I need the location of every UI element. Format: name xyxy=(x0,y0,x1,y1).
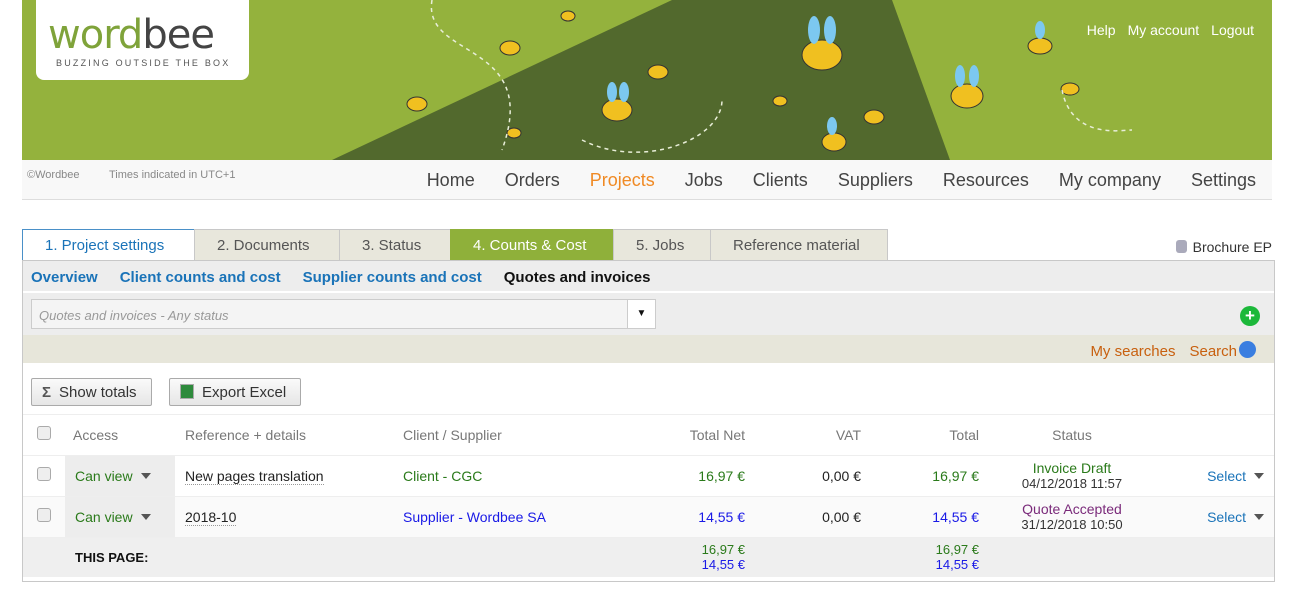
top-links: Help My account Logout xyxy=(1075,22,1254,38)
timezone-note: Times indicated in UTC+1 xyxy=(109,169,236,181)
nav-clients[interactable]: Clients xyxy=(752,170,808,190)
table-row: Can view 2018-10 Supplier - Wordbee SA 1… xyxy=(23,496,1274,538)
add-icon[interactable]: + xyxy=(1240,306,1260,326)
excel-icon xyxy=(180,384,194,399)
copyright: ©Wordbee xyxy=(27,169,80,181)
nav-home[interactable]: Home xyxy=(426,170,475,190)
col-status: Status xyxy=(979,415,1165,456)
project-title: Brochure EP xyxy=(1192,239,1272,255)
help-link[interactable]: Help xyxy=(1086,22,1116,38)
vat: 0,00 € xyxy=(745,496,861,538)
row-checkbox[interactable] xyxy=(37,508,51,522)
nav-suppliers[interactable]: Suppliers xyxy=(837,170,913,190)
show-totals-button[interactable]: Σ Show totals xyxy=(31,378,152,406)
party-name[interactable]: Client - CGC xyxy=(403,455,633,497)
this-page-label: THIS PAGE: xyxy=(65,537,633,577)
search-icon[interactable] xyxy=(1239,341,1256,358)
tab-documents[interactable]: 2. Documents xyxy=(194,229,340,261)
logo-tagline: BUZZING OUTSIDE THE BOX xyxy=(56,58,231,68)
page-net-supplier: 14,55 € xyxy=(701,557,745,573)
status-label: Quote Accepted xyxy=(1022,500,1122,517)
subtab-overview[interactable]: Overview xyxy=(31,269,98,286)
filter-row: Quotes and invoices - Any status ▼ + xyxy=(23,293,1274,335)
nav-resources[interactable]: Resources xyxy=(942,170,1029,190)
select-action-dropdown[interactable]: Select xyxy=(1165,455,1274,497)
logout-link[interactable]: Logout xyxy=(1211,22,1254,38)
tab-counts-cost[interactable]: 4. Counts & Cost xyxy=(450,229,614,261)
col-vat: VAT xyxy=(745,415,861,456)
col-total-net: Total Net xyxy=(633,415,745,456)
logo-text: bee xyxy=(142,12,215,58)
totals-row: THIS PAGE: 16,97 €14,55 € 16,97 €14,55 € xyxy=(23,537,1274,577)
main-nav: Home Orders Projects Jobs Clients Suppli… xyxy=(427,170,1256,191)
header-banner: wordbee BUZZING OUTSIDE THE BOX Help My a… xyxy=(22,0,1272,160)
select-action-dropdown[interactable]: Select xyxy=(1165,496,1274,538)
reference-link[interactable]: New pages translation xyxy=(185,467,324,485)
nav-orders[interactable]: Orders xyxy=(504,170,560,190)
total-net: 14,55 € xyxy=(633,496,745,538)
status-date: 04/12/2018 11:57 xyxy=(1021,475,1123,491)
status-filter-select[interactable]: Quotes and invoices - Any status ▼ xyxy=(31,299,656,329)
table-row: Can view New pages translation Client - … xyxy=(23,455,1274,497)
subtab-client-counts[interactable]: Client counts and cost xyxy=(119,269,281,286)
page-net-client: 16,97 € xyxy=(701,542,745,558)
search-row: My searches Search xyxy=(23,335,1274,363)
total: 14,55 € xyxy=(861,496,979,538)
wordbee-logo[interactable]: wordbee BUZZING OUTSIDE THE BOX xyxy=(36,0,249,80)
caret-down-icon xyxy=(1254,472,1264,484)
caret-down-icon xyxy=(1254,513,1264,525)
content-panel: Overview Client counts and cost Supplier… xyxy=(22,260,1275,582)
tab-status[interactable]: 3. Status xyxy=(339,229,451,261)
access-dropdown[interactable]: Can view xyxy=(65,455,175,497)
table-header: Access Reference + details Client / Supp… xyxy=(23,415,1274,456)
sigma-icon: Σ xyxy=(42,384,52,401)
tab-project-settings[interactable]: 1. Project settings xyxy=(22,229,195,261)
col-total: Total xyxy=(861,415,979,456)
bee-illustration xyxy=(332,0,1133,160)
vat: 0,00 € xyxy=(745,455,861,497)
search-link[interactable]: Search xyxy=(1189,343,1237,360)
logo-text: word xyxy=(48,12,143,58)
status-date: 31/12/2018 10:50 xyxy=(1021,516,1123,532)
tab-reference-material[interactable]: Reference material xyxy=(710,229,888,261)
select-all-checkbox[interactable] xyxy=(37,426,51,441)
quotes-table: Access Reference + details Client / Supp… xyxy=(23,415,1274,577)
nav-projects[interactable]: Projects xyxy=(589,170,655,190)
nav-bar: ©Wordbee Times indicated in UTC+1 Home O… xyxy=(22,160,1272,200)
total-net: 16,97 € xyxy=(633,455,745,497)
export-excel-button[interactable]: Export Excel xyxy=(169,378,302,406)
access-dropdown[interactable]: Can view xyxy=(65,496,175,538)
filter-placeholder: Quotes and invoices - Any status xyxy=(39,308,229,323)
info-icon[interactable] xyxy=(1175,240,1187,253)
nav-my-company[interactable]: My company xyxy=(1058,170,1161,190)
total: 16,97 € xyxy=(861,455,979,497)
subtab-quotes-invoices[interactable]: Quotes and invoices xyxy=(503,269,651,286)
nav-jobs[interactable]: Jobs xyxy=(684,170,723,190)
page-total-supplier: 14,55 € xyxy=(935,557,979,573)
caret-down-icon xyxy=(140,513,151,525)
page-total-client: 16,97 € xyxy=(935,542,979,558)
my-searches-link[interactable]: My searches xyxy=(1090,343,1176,360)
toolbar: Σ Show totals Export Excel xyxy=(23,363,1274,415)
tab-jobs[interactable]: 5. Jobs xyxy=(613,229,711,261)
party-name[interactable]: Supplier - Wordbee SA xyxy=(403,496,633,538)
chevron-down-icon[interactable]: ▼ xyxy=(627,300,655,328)
caret-down-icon xyxy=(140,472,151,484)
status-label: Invoice Draft xyxy=(1032,459,1112,476)
nav-settings[interactable]: Settings xyxy=(1190,170,1256,190)
col-party: Client / Supplier xyxy=(403,415,633,456)
my-account-link[interactable]: My account xyxy=(1127,22,1200,38)
project-tabs: 1. Project settings 2. Documents 3. Stat… xyxy=(22,229,888,261)
subtabs: Overview Client counts and cost Supplier… xyxy=(23,261,1274,293)
col-access: Access xyxy=(65,415,175,456)
subtab-supplier-counts[interactable]: Supplier counts and cost xyxy=(302,269,482,286)
row-checkbox[interactable] xyxy=(37,467,51,481)
project-name: Brochure EP xyxy=(1175,239,1272,255)
col-reference: Reference + details xyxy=(175,415,403,456)
reference-link[interactable]: 2018-10 xyxy=(185,508,237,526)
